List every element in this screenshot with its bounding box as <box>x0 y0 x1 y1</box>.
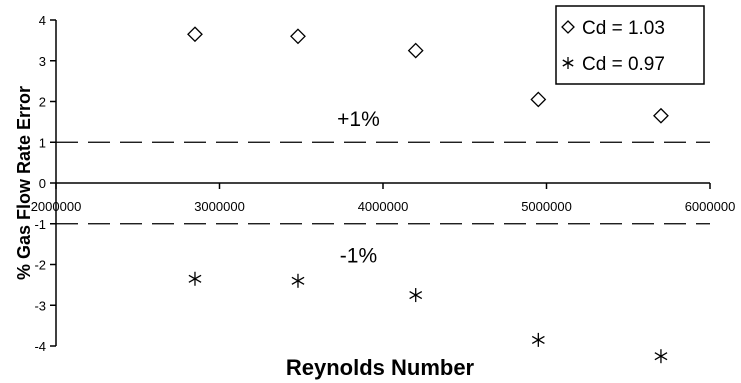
data-point-asterisk <box>654 349 668 364</box>
data-point-diamond <box>407 42 424 59</box>
reference-line-label: -1% <box>340 244 377 267</box>
reference-labels: +1% -1% <box>337 108 380 268</box>
x-axis-title: Reynolds Number <box>286 355 475 380</box>
y-tick-label: 4 <box>39 13 46 28</box>
asterisk-stroke <box>654 352 668 361</box>
x-tick-label: 3000000 <box>194 199 245 214</box>
legend: Cd = 1.03 Cd = 0.97 <box>555 5 705 85</box>
y-axis-title: % Gas Flow Rate Error <box>14 86 34 280</box>
y-tick-label: -1 <box>34 217 46 232</box>
legend-marker-asterisk <box>562 57 574 69</box>
data-point-diamond <box>653 107 669 124</box>
data-points <box>187 26 669 364</box>
data-point-diamond <box>530 91 547 108</box>
asterisk-stroke <box>409 290 423 300</box>
data-point-diamond <box>187 26 203 43</box>
y-tick-label: 1 <box>39 135 46 150</box>
data-point-asterisk <box>531 332 545 347</box>
data-point-asterisk <box>188 271 202 286</box>
data-point-asterisk <box>409 288 423 303</box>
y-tick-label: 2 <box>39 95 46 110</box>
y-tick-label: 0 <box>39 176 46 191</box>
series-2 <box>188 271 668 364</box>
y-tick-label: -4 <box>34 339 46 354</box>
reference-lines <box>56 141 710 225</box>
x-tick-label: 6000000 <box>685 199 736 214</box>
legend-label: Cd = 1.03 <box>582 18 665 39</box>
data-point-diamond <box>290 28 306 45</box>
reference-line-label: +1% <box>337 108 380 131</box>
legend-box <box>555 5 705 85</box>
asterisk-stroke <box>562 59 574 67</box>
legend-label: Cd = 0.97 <box>582 54 665 75</box>
series-1 <box>187 26 669 124</box>
y-tick-label: -3 <box>34 298 46 313</box>
legend-marker-diamond <box>561 20 575 34</box>
data-point-asterisk <box>291 273 305 288</box>
axes: 4 3 2 1 0 -1 -2 -3 -4 2000000 3000000 4000000 500000… <box>31 13 736 354</box>
y-tick-label: 3 <box>39 54 46 69</box>
asterisk-stroke <box>291 276 305 285</box>
asterisk-stroke <box>188 274 202 283</box>
x-tick-label: 5000000 <box>521 199 572 214</box>
x-tick-label: 4000000 <box>358 199 409 214</box>
asterisk-stroke <box>531 335 545 344</box>
y-tick-label: -2 <box>34 258 46 273</box>
x-tick-label: 2000000 <box>31 199 82 214</box>
